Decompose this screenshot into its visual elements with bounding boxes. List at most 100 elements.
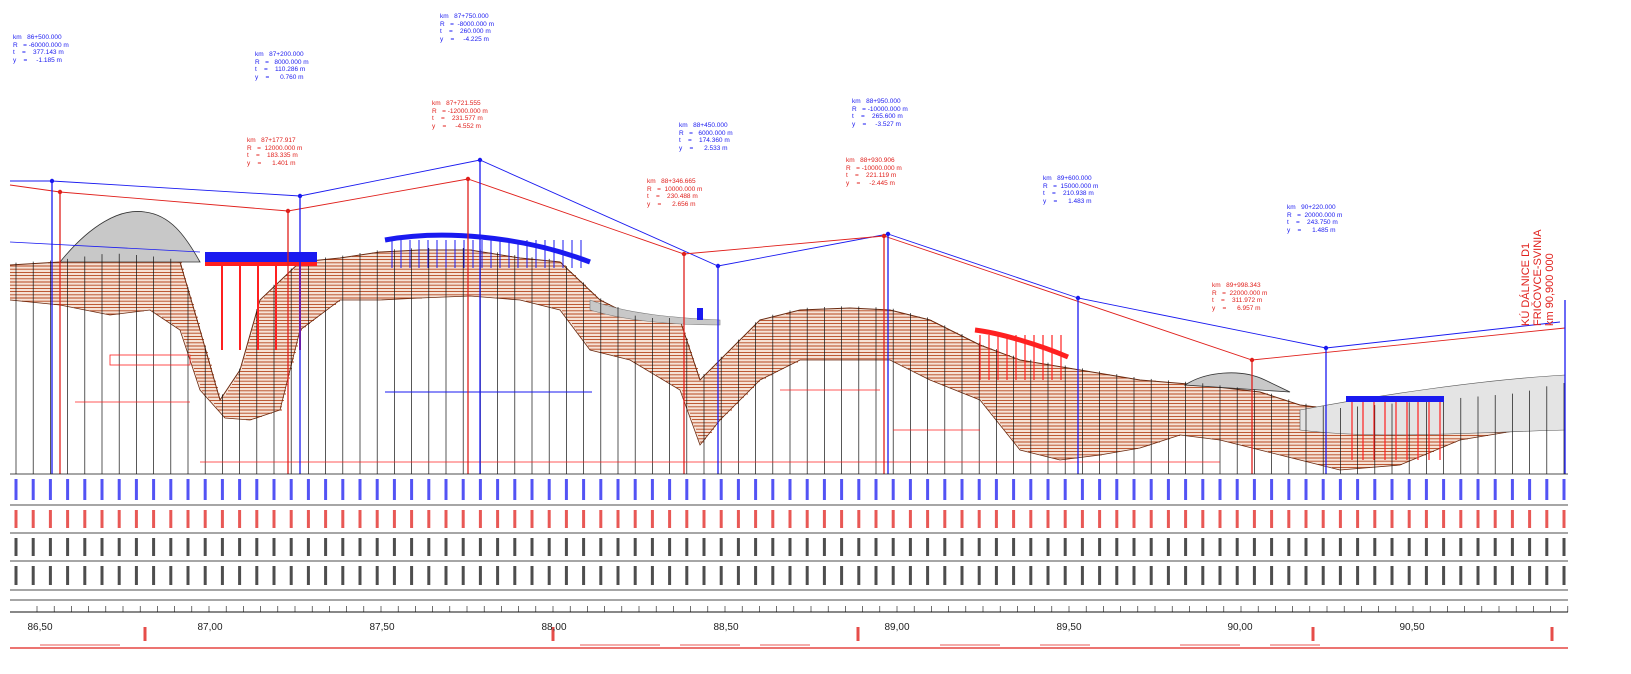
- table-cell-value: [392, 479, 396, 500]
- table-cell-value: [427, 538, 431, 556]
- table-cell-value: [1184, 479, 1188, 500]
- table-cell-value: [220, 566, 224, 585]
- table-cell-value: [392, 566, 396, 585]
- annotation-row: t = 265.600 m: [852, 113, 903, 121]
- table-cell-value: [203, 510, 207, 528]
- table-cell-value: [771, 479, 775, 500]
- annotation-row: y = 2.533 m: [679, 144, 728, 152]
- table-cell-value: [272, 479, 276, 500]
- table-cell-value: [874, 510, 878, 528]
- annotation-row: y = 1.485 m: [1287, 226, 1336, 234]
- table-cell-value: [427, 566, 431, 585]
- km-axis-label: 87,50: [369, 622, 395, 633]
- table-cell-value: [771, 538, 775, 556]
- table-cell-value: [685, 538, 689, 556]
- table-cell-value: [1235, 566, 1239, 585]
- table-cell-value: [1476, 566, 1480, 585]
- table-cell-value: [14, 479, 18, 500]
- table-cell-value: [1149, 510, 1153, 528]
- table-cell-value: [1321, 566, 1325, 585]
- table-cell-value: [1098, 479, 1102, 500]
- table-cell-value: [857, 538, 861, 556]
- table-cell-value: [306, 538, 310, 556]
- table-cell-value: [1545, 566, 1549, 585]
- table-cell-value: [1510, 538, 1514, 556]
- embankment-fill-shape: [1183, 372, 1291, 393]
- table-cell-value: [478, 538, 482, 556]
- table-cell-value: [1562, 538, 1566, 556]
- alignment-marker: [1311, 627, 1315, 641]
- annotation-row: y = -4.225 m: [440, 35, 489, 43]
- alignment-strip: [10, 627, 1568, 649]
- table-cell-value: [582, 479, 586, 500]
- title-line-2: FRIČOVCE-SVINIA: [1532, 229, 1544, 326]
- table-cell-value: [220, 510, 224, 528]
- vertex-marker: [57, 189, 63, 195]
- alignment-marker: [856, 627, 860, 641]
- table-cell-value: [822, 479, 826, 500]
- annotation-row: y = 6.957 m: [1212, 304, 1261, 312]
- table-cell-value: [1356, 566, 1360, 585]
- table-cell-value: [238, 479, 242, 500]
- table-cell-value: [668, 510, 672, 528]
- table-cell-value: [1184, 538, 1188, 556]
- table-cell-value: [117, 510, 121, 528]
- table-cell-value: [1442, 510, 1446, 528]
- table-cell-value: [1338, 566, 1342, 585]
- table-cell-value: [1459, 538, 1463, 556]
- table-cell-value: [410, 479, 414, 500]
- embankment-fill: [59, 211, 1566, 436]
- table-cell-value: [1252, 566, 1256, 585]
- embankment-fill-shape: [589, 299, 721, 326]
- table-cell-value: [736, 510, 740, 528]
- table-cell-value: [1321, 510, 1325, 528]
- table-cell-value: [1029, 479, 1033, 500]
- table-cell-value: [1476, 510, 1480, 528]
- table-cell-value: [530, 510, 534, 528]
- table-cell-value: [14, 510, 18, 528]
- title-line-3: km 90,900 000: [1544, 253, 1556, 326]
- table-cell-value: [1390, 538, 1394, 556]
- table-cell-value: [822, 510, 826, 528]
- table-cell-value: [599, 538, 603, 556]
- vertex-marker: [1323, 345, 1329, 351]
- table-cell-value: [14, 566, 18, 585]
- table-cell-value: [530, 566, 534, 585]
- table-cell-value: [1373, 566, 1377, 585]
- table-cell-value: [358, 510, 362, 528]
- table-cell-value: [1012, 566, 1016, 585]
- annotation-row: t = 230.488 m: [647, 193, 698, 201]
- annotation-row: km 87+200.000: [255, 51, 304, 58]
- table-cell-value: [926, 566, 930, 585]
- table-cell-value: [805, 479, 809, 500]
- table-cell-value: [289, 479, 293, 500]
- table-cell-value: [513, 479, 517, 500]
- vertex-marker: [881, 233, 887, 239]
- table-cell-value: [754, 479, 758, 500]
- table-cell-value: [1373, 538, 1377, 556]
- table-cell-value: [616, 538, 620, 556]
- table-cell-value: [1562, 510, 1566, 528]
- table-cell-value: [1166, 510, 1170, 528]
- table-cell-value: [1545, 538, 1549, 556]
- km-axis-label: 86,50: [27, 622, 53, 633]
- alignment-marker: [551, 627, 555, 641]
- table-cell-value: [1287, 566, 1291, 585]
- table-cell-value: [1545, 510, 1549, 528]
- table-cell-value: [1080, 566, 1084, 585]
- table-cell-value: [1252, 538, 1256, 556]
- annotation-row: km 87+750.000: [440, 13, 489, 20]
- table-cell-value: [48, 510, 52, 528]
- table-cell-value: [1562, 479, 1566, 500]
- table-cell-value: [668, 566, 672, 585]
- table-cell-value: [977, 566, 981, 585]
- table-cell-value: [1132, 510, 1136, 528]
- annotation-row: km 88+950.000: [852, 98, 901, 105]
- vertex-marker: [285, 208, 291, 214]
